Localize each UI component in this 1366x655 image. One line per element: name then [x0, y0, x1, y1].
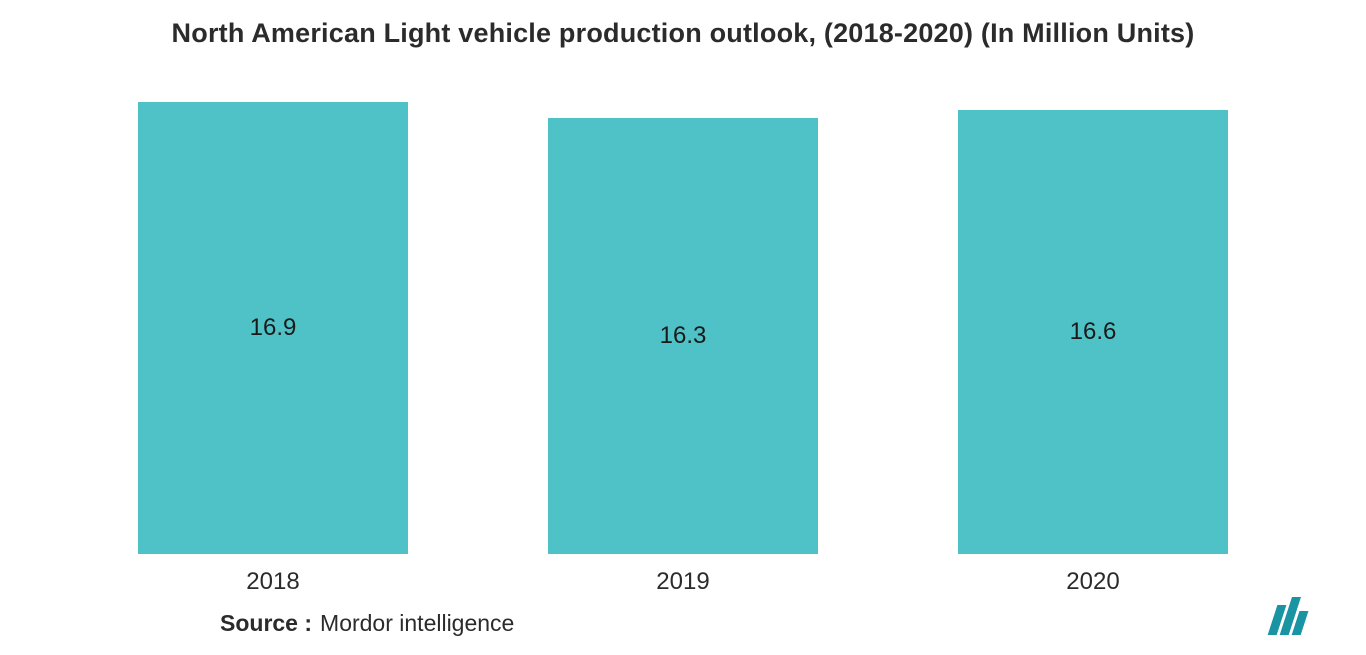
x-label-2: 2020: [1066, 568, 1119, 596]
source-text: Mordor intelligence: [320, 610, 514, 637]
chart-container: North American Light vehicle production …: [0, 0, 1366, 655]
bar-2: 16.6: [958, 110, 1228, 554]
bar-slot-2: 16.6 2020: [958, 110, 1228, 596]
bar-value-2: 16.6: [1070, 318, 1117, 346]
source-label: Source :: [220, 610, 312, 637]
bar-value-0: 16.9: [250, 314, 297, 342]
bar-slot-1: 16.3 2019: [548, 118, 818, 596]
x-label-0: 2018: [246, 568, 299, 596]
bar-slot-0: 16.9 2018: [138, 102, 408, 596]
bar-value-1: 16.3: [660, 322, 707, 350]
bar-0: 16.9: [138, 102, 408, 554]
plot-area: 16.9 2018 16.3 2019 16.6 2020: [40, 49, 1326, 610]
brand-logo: [1262, 597, 1326, 637]
x-label-1: 2019: [656, 568, 709, 596]
logo-icon: [1262, 597, 1326, 637]
source-attribution: Source : Mordor intelligence: [40, 610, 1326, 655]
chart-title: North American Light vehicle production …: [40, 18, 1326, 49]
bar-1: 16.3: [548, 118, 818, 554]
